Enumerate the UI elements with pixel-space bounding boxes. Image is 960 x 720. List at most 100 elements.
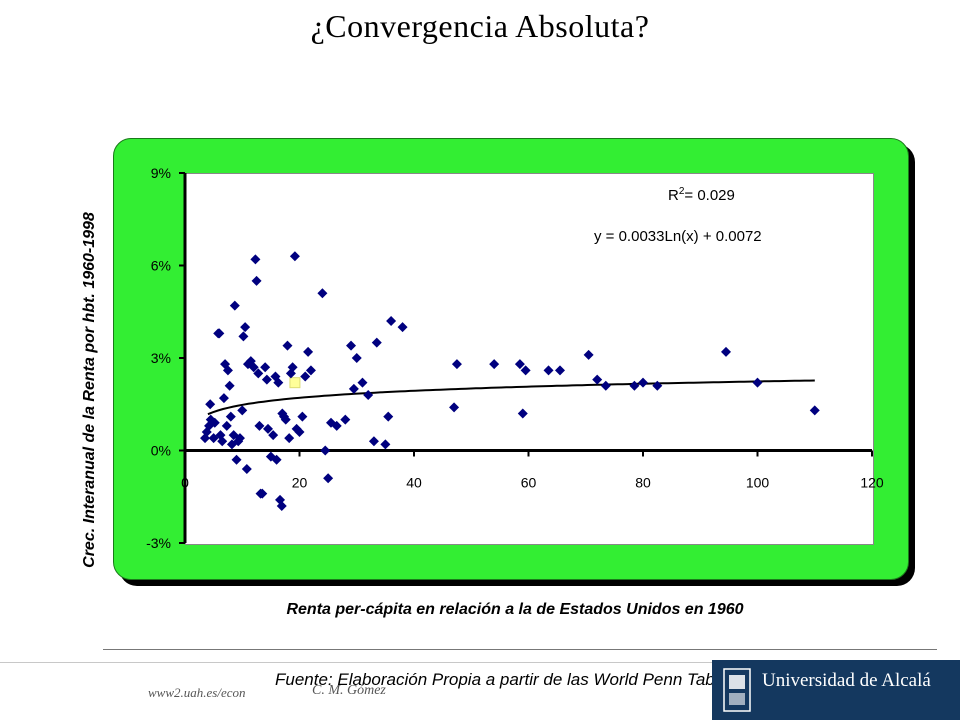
data-point [231,454,242,465]
data-point [217,436,228,447]
y-axis-label: Crec. Interanual de la Renta por hbt. 19… [81,212,98,568]
highlight-point [289,377,301,389]
data-point [752,377,763,388]
university-seal-icon [723,668,751,712]
data-point [371,337,382,348]
data-point [287,362,298,373]
data-point [234,433,245,444]
data-point [721,346,732,357]
r-squared-superscript: 2 [678,186,685,197]
data-point [289,251,300,262]
data-point [241,464,252,474]
r-squared-value: = 0.029 [684,187,735,204]
data-point [257,488,268,499]
data-point [229,300,240,311]
data-point [294,427,305,437]
data-point [514,359,525,370]
data-point [250,254,261,265]
data-point [261,374,272,385]
x-tick-label: 20 [292,475,308,491]
data-point [273,377,284,388]
data-point [543,365,554,376]
x-tick-label: 60 [521,475,537,491]
data-point [368,436,379,447]
data-point [238,331,249,342]
data-point [346,340,357,351]
data-point [340,414,351,425]
x-tick-label: 80 [635,475,651,491]
data-point [363,390,374,400]
data-point [248,362,259,373]
data-point [383,411,394,422]
data-point [218,393,229,404]
data-point [276,501,287,511]
y-tick-label: 0% [151,443,171,459]
data-point [237,405,248,416]
data-point [300,371,311,382]
data-point [386,316,397,326]
y-tick-label: -3% [146,535,171,551]
data-point [592,374,603,385]
y-tick-label: 6% [151,258,171,274]
data-point [284,433,295,444]
website-url[interactable]: www2.uah.es/econ [148,685,246,700]
data-point [214,328,225,339]
slide-title: ¿Convergencia Absoluta? [310,8,650,44]
data-point [357,377,368,388]
data-point [251,275,262,286]
data-point [280,414,291,425]
r-squared-label: R [668,187,679,204]
data-point [271,454,282,465]
data-point [554,365,565,376]
data-point [303,346,314,357]
x-axis-label: Renta per-cápita en relación a la de Est… [286,601,744,618]
data-point [331,420,342,431]
data-point [268,430,279,441]
data-point [224,380,235,391]
data-point [240,322,251,333]
data-point [305,365,316,376]
plot-area [185,173,874,545]
data-point [282,340,293,351]
data-point [489,359,500,370]
data-point [517,408,528,419]
trendline [207,379,815,416]
data-point [297,411,308,422]
data-point [222,365,233,376]
data-point [320,445,331,456]
data-point [205,399,216,410]
author-name: C. M. Gómez [312,683,386,698]
data-point [209,417,220,428]
data-point [629,380,640,391]
data-point [254,420,265,431]
y-tick-label: 3% [151,350,171,366]
x-tick-label: 120 [860,475,884,491]
data-point [225,411,236,422]
data-point [809,405,820,416]
data-point [638,377,648,388]
data-point [253,368,264,379]
data-point [600,380,611,391]
source-note: Fuente: Elaboración Propia a partir de l… [275,670,737,689]
divider-line [103,649,937,650]
x-tick-label: 40 [406,475,422,491]
footer-divider [0,662,960,663]
data-point [221,420,232,431]
trendline-equation: y = 0.0033Ln(x) + 0.0072 [594,228,762,245]
data-point [260,362,271,373]
data-point [380,439,391,450]
university-name: Universidad de Alcalá [762,670,931,691]
x-tick-label: 100 [746,475,770,491]
data-point [451,359,462,370]
data-point [317,288,328,299]
data-point [583,349,594,360]
data-point [449,402,460,413]
data-point [323,473,334,484]
data-point [397,322,408,333]
university-logo: Universidad de Alcalá [712,660,960,720]
data-point [263,423,274,434]
data-point [652,380,663,391]
y-tick-label: 9% [151,165,171,181]
r-squared-annotation: R2= 0.029 [668,186,735,204]
